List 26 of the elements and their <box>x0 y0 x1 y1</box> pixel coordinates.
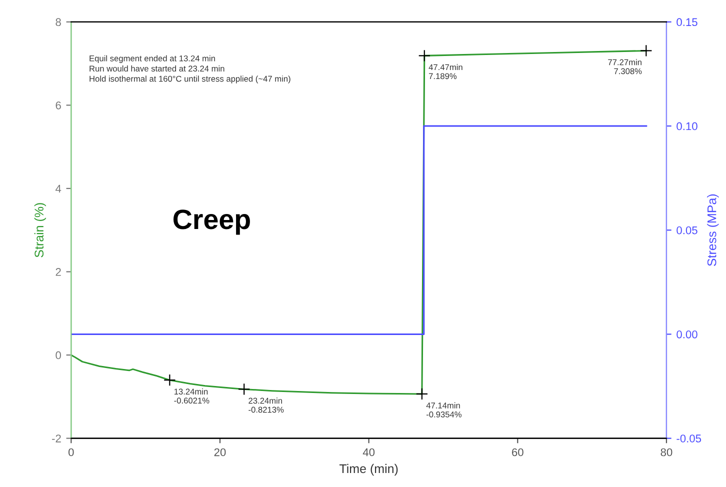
y2-tick-label: 0.00 <box>676 330 698 338</box>
y2-tick-label: 0.05 <box>676 226 698 234</box>
annotation: 47.47min 7.189% <box>428 64 462 80</box>
annotation: Equil segment ended at 13.24 min Run would have started at 23.24 min Hold isothermal at 160°C until stress applied (~47 min) <box>90 55 290 84</box>
x-tick-label: 40 <box>362 448 375 456</box>
annotation: 77.27min 7.308% <box>608 59 642 74</box>
y-tick-label: -2 <box>52 434 61 442</box>
y2-tick-label: -0.05 <box>676 434 702 442</box>
x-tick-label: 60 <box>512 448 524 456</box>
y2-tick-label: 0.15 <box>676 18 698 26</box>
y-tick-label: 2 <box>56 268 61 276</box>
y-tick-label: 4 <box>56 184 62 192</box>
x-tick-label: 0 <box>68 448 74 456</box>
y-tick-label: 0 <box>56 351 61 360</box>
y-axis-title: Strain (%) <box>34 203 46 258</box>
annotation: 13.24min -0.6021% <box>174 388 210 404</box>
y2-tick-label: 0.10 <box>676 122 698 130</box>
annotation: Creep <box>173 210 250 235</box>
y2-axis-title: Stress (MPa) <box>707 194 719 266</box>
annotation: 47.14min -0.9354% <box>426 402 462 418</box>
x-axis-title: Time (min) <box>339 464 398 476</box>
x-tick-label: 20 <box>214 448 226 456</box>
y-tick-label: 8 <box>56 18 61 26</box>
annotation: 23.24min -0.8213% <box>248 398 284 413</box>
y-tick-label: 6 <box>56 101 61 110</box>
x-tick-label: 80 <box>660 448 672 456</box>
